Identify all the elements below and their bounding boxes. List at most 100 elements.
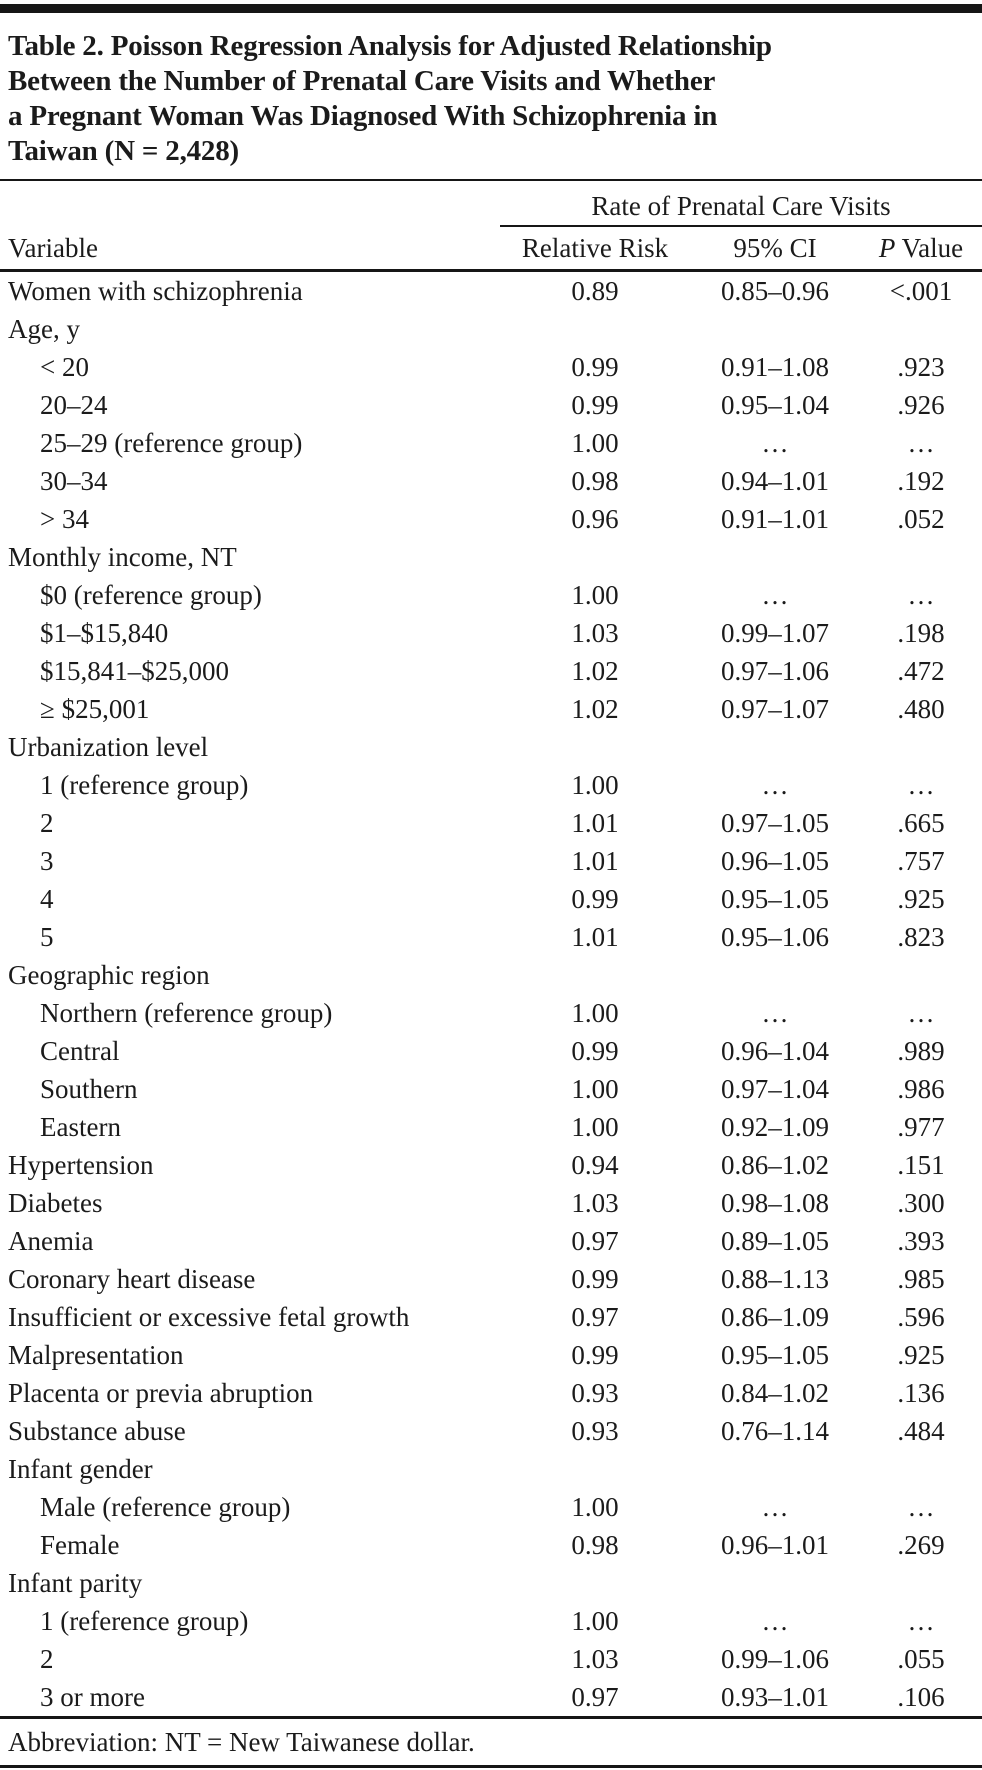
variable-cell: $0 (reference group) <box>40 580 262 610</box>
p-value-cell: .925 <box>897 884 945 914</box>
relative-risk-cell <box>500 728 690 766</box>
table-row: ≥ $25,001 1.02 0.97–1.07 .480 <box>0 690 982 728</box>
p-value-cell: … <box>907 770 935 800</box>
table-title-line: Table 2. Poisson Regression Analysis for… <box>8 30 772 62</box>
table-row: Hypertension 0.94 0.86–1.02 .151 <box>0 1146 982 1184</box>
ci-cell: 0.91–1.08 <box>721 352 829 382</box>
table-row: Placenta or previa abruption 0.93 0.84–1… <box>0 1374 982 1412</box>
ci-cell: 0.99–1.07 <box>721 618 829 648</box>
variable-cell: Age, y <box>8 314 80 344</box>
column-header-variable: Variable <box>0 226 500 272</box>
relative-risk-cell <box>500 956 690 994</box>
variable-cell: Northern (reference group) <box>40 998 333 1028</box>
relative-risk-cell: 0.98 <box>571 1530 619 1560</box>
variable-cell: Insufficient or excessive fetal growth <box>8 1302 410 1332</box>
variable-cell: Women with schizophrenia <box>8 276 303 306</box>
variable-cell: 3 or more <box>40 1682 145 1712</box>
variable-cell: 25–29 (reference group) <box>40 428 303 458</box>
p-value-label: Value <box>895 233 964 263</box>
variable-cell: 2 <box>40 1644 54 1674</box>
variable-cell: Geographic region <box>8 960 210 990</box>
table-row: Monthly income, NT <box>0 538 982 576</box>
table-row: 4 0.99 0.95–1.05 .925 <box>0 880 982 918</box>
relative-risk-cell: 0.93 <box>571 1416 619 1446</box>
relative-risk-cell: 0.99 <box>571 884 619 914</box>
relative-risk-cell: 0.93 <box>571 1378 619 1408</box>
p-value-cell: .989 <box>897 1036 945 1066</box>
p-value-cell: .393 <box>897 1226 945 1256</box>
ci-cell: … <box>761 770 789 800</box>
ci-cell <box>690 956 860 994</box>
table-row: Age, y <box>0 310 982 348</box>
table-row: $1–$15,840 1.03 0.99–1.07 .198 <box>0 614 982 652</box>
relative-risk-cell: 0.96 <box>571 504 619 534</box>
footnote: Abbreviation: NT = New Taiwanese dollar. <box>8 1727 475 1757</box>
table-row: Northern (reference group) 1.00 … … <box>0 994 982 1032</box>
p-value-cell: .823 <box>897 922 945 952</box>
variable-cell: Male (reference group) <box>40 1492 291 1522</box>
variable-cell: Malpresentation <box>8 1340 184 1370</box>
table-row: > 34 0.96 0.91–1.01 .052 <box>0 500 982 538</box>
variable-cell: Placenta or previa abruption <box>8 1378 314 1408</box>
table-row: 1 (reference group) 1.00 … … <box>0 766 982 804</box>
variable-cell: > 34 <box>40 504 89 534</box>
poisson-regression-table: Rate of Prenatal Care Visits Variable Re… <box>0 181 982 1716</box>
relative-risk-cell: 1.00 <box>571 1492 619 1522</box>
variable-cell: Urbanization level <box>8 732 209 762</box>
p-value-cell <box>860 728 982 766</box>
ci-cell: 0.93–1.01 <box>721 1682 829 1712</box>
ci-cell <box>690 310 860 348</box>
ci-cell: 0.89–1.05 <box>721 1226 829 1256</box>
relative-risk-cell: 1.01 <box>571 846 619 876</box>
relative-risk-cell: 1.00 <box>571 1074 619 1104</box>
table-row: 20–24 0.99 0.95–1.04 .926 <box>0 386 982 424</box>
relative-risk-cell: 1.00 <box>571 428 619 458</box>
ci-cell: 0.98–1.08 <box>721 1188 829 1218</box>
variable-cell: Southern <box>40 1074 138 1104</box>
relative-risk-cell: 0.97 <box>571 1682 619 1712</box>
p-value-cell: .757 <box>897 846 945 876</box>
variable-cell: $1–$15,840 <box>40 618 169 648</box>
relative-risk-cell <box>500 1450 690 1488</box>
variable-cell: Infant parity <box>8 1568 143 1598</box>
ci-cell <box>690 728 860 766</box>
table-row: Urbanization level <box>0 728 982 766</box>
relative-risk-cell: 1.00 <box>571 1606 619 1636</box>
ci-cell: 0.96–1.04 <box>721 1036 829 1066</box>
relative-risk-cell: 1.02 <box>571 694 619 724</box>
table-row: 30–34 0.98 0.94–1.01 .192 <box>0 462 982 500</box>
column-header-ci: 95% CI <box>690 226 860 272</box>
ci-cell: 0.96–1.05 <box>721 846 829 876</box>
table-title-line: Between the Number of Prenatal Care Visi… <box>8 65 716 97</box>
table-row: Coronary heart disease 0.99 0.88–1.13 .9… <box>0 1260 982 1298</box>
ci-cell: … <box>761 1606 789 1636</box>
ci-cell: … <box>761 580 789 610</box>
variable-cell: ≥ $25,001 <box>40 694 150 724</box>
variable-cell: Monthly income, NT <box>8 542 237 572</box>
p-value-cell: .596 <box>897 1302 945 1332</box>
table-row: $15,841–$25,000 1.02 0.97–1.06 .472 <box>0 652 982 690</box>
ci-cell <box>690 538 860 576</box>
relative-risk-cell: 1.00 <box>571 770 619 800</box>
top-rule <box>0 4 982 13</box>
table-row: 2 1.01 0.97–1.05 .665 <box>0 804 982 842</box>
ci-cell: 0.86–1.09 <box>721 1302 829 1332</box>
p-value-cell: .665 <box>897 808 945 838</box>
relative-risk-cell: 0.94 <box>571 1150 619 1180</box>
p-value-cell <box>860 1450 982 1488</box>
p-value-cell: .151 <box>897 1150 945 1180</box>
ci-cell: 0.97–1.07 <box>721 694 829 724</box>
p-value-cell: .136 <box>897 1378 945 1408</box>
table-row: 5 1.01 0.95–1.06 .823 <box>0 918 982 956</box>
p-value-cell: .198 <box>897 618 945 648</box>
variable-cell: Anemia <box>8 1226 94 1256</box>
ci-cell: … <box>761 428 789 458</box>
ci-cell: 0.95–1.04 <box>721 390 829 420</box>
relative-risk-cell <box>500 1564 690 1602</box>
p-value-cell: .977 <box>897 1112 945 1142</box>
spanner-row: Rate of Prenatal Care Visits <box>0 181 982 227</box>
p-value-cell <box>860 956 982 994</box>
ci-cell: 0.92–1.09 <box>721 1112 829 1142</box>
variable-cell: Coronary heart disease <box>8 1264 256 1294</box>
